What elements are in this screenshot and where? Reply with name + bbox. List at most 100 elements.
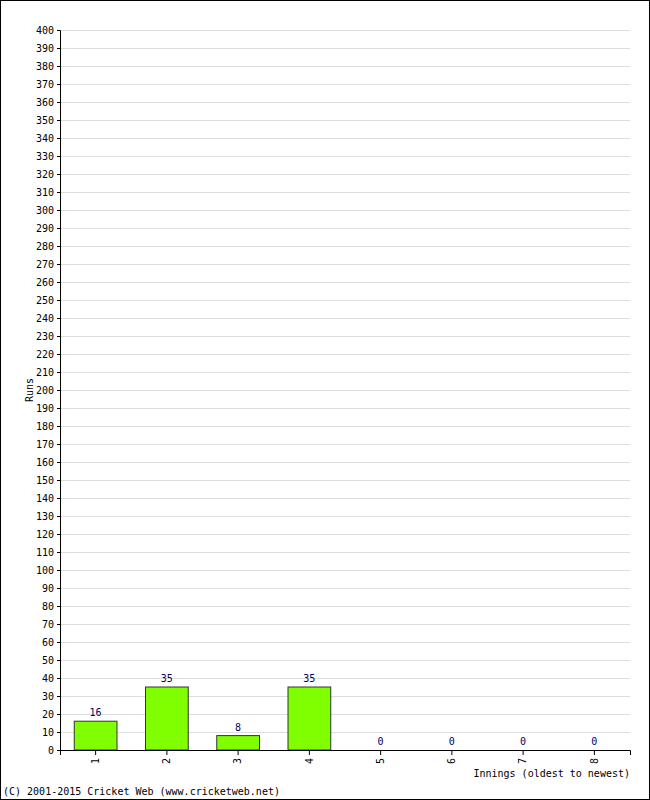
y-tick: 260 [36, 277, 60, 288]
y-tick: 370 [36, 79, 60, 90]
grid-line [60, 48, 630, 49]
y-tick: 140 [36, 493, 60, 504]
grid-line [60, 120, 630, 121]
grid-line [60, 408, 630, 409]
grid-line [60, 210, 630, 211]
x-tick: 4 [304, 750, 315, 764]
x-tick: 2 [161, 750, 172, 764]
x-tick-mark [523, 750, 524, 755]
y-tick-label: 170 [36, 439, 54, 450]
grid-line [60, 354, 630, 355]
y-tick-label: 310 [36, 187, 54, 198]
y-tick-mark [57, 408, 60, 409]
y-tick-label: 320 [36, 169, 54, 180]
grid-line [60, 660, 630, 661]
y-tick-label: 70 [42, 619, 54, 630]
y-axis-title: Runs [24, 378, 35, 402]
y-tick: 210 [36, 367, 60, 378]
data-label: 0 [449, 736, 455, 747]
grid-line [60, 156, 630, 157]
grid-line [60, 552, 630, 553]
x-tick: 3 [232, 750, 243, 764]
bar [502, 750, 545, 751]
bars [74, 687, 331, 750]
chart: 0102030405060708090100110120130140150160… [0, 0, 650, 800]
x-tick-mark [309, 750, 310, 755]
y-tick-mark [57, 318, 60, 319]
grid [60, 31, 630, 751]
bar [217, 736, 260, 750]
y-tick-label: 260 [36, 277, 54, 288]
y-tick: 0 [48, 745, 60, 756]
x-tick-label: 6 [446, 758, 457, 764]
y-tick-label: 200 [36, 385, 54, 396]
data-label: 16 [90, 707, 102, 718]
y-tick: 310 [36, 187, 60, 198]
y-tick-label: 300 [36, 205, 54, 216]
grid-line [60, 624, 630, 625]
y-tick-mark [57, 732, 60, 733]
y-tick: 50 [42, 655, 60, 666]
bar [288, 687, 331, 750]
y-tick: 250 [36, 295, 60, 306]
grid-line [60, 372, 630, 373]
grid-line [60, 102, 630, 103]
x-tick: 6 [446, 750, 457, 764]
y-tick-mark [57, 174, 60, 175]
y-tick: 330 [36, 151, 60, 162]
y-tick-mark [57, 588, 60, 589]
data-label: 8 [235, 722, 241, 733]
data-labels: 16358350000 [90, 673, 598, 747]
y-tick-label: 390 [36, 43, 54, 54]
grid-line [60, 426, 630, 427]
y-tick: 300 [36, 205, 60, 216]
y-tick-label: 50 [42, 655, 54, 666]
y-tick-label: 250 [36, 295, 54, 306]
x-tick: 8 [589, 750, 600, 764]
grid-line [60, 318, 630, 319]
y-tick-mark [57, 714, 60, 715]
y-axis: 0102030405060708090100110120130140150160… [36, 25, 61, 756]
y-tick-mark [57, 300, 60, 301]
y-tick-mark [57, 120, 60, 121]
x-tick-mark [166, 750, 167, 755]
y-tick: 270 [36, 259, 60, 270]
grid-line [60, 228, 630, 229]
y-tick-mark [57, 66, 60, 67]
y-tick-label: 370 [36, 79, 54, 90]
bar [573, 750, 616, 751]
y-tick-mark [57, 390, 60, 391]
y-tick-mark [57, 192, 60, 193]
y-tick: 190 [36, 403, 60, 414]
y-tick-label: 30 [42, 691, 54, 702]
y-tick: 100 [36, 565, 60, 576]
grid-line [60, 300, 630, 301]
y-tick: 290 [36, 223, 60, 234]
bar [74, 721, 117, 750]
y-tick: 220 [36, 349, 60, 360]
y-tick: 20 [42, 709, 60, 720]
y-tick: 360 [36, 97, 60, 108]
grid-line [60, 282, 630, 283]
y-tick-label: 360 [36, 97, 54, 108]
y-tick-label: 240 [36, 313, 54, 324]
annotation: (C) 2001-2015 Cricket Web (www.cricketwe… [3, 786, 280, 797]
bar [431, 750, 474, 751]
y-tick: 90 [42, 583, 60, 594]
grid-line [60, 642, 630, 643]
y-tick: 200 [36, 385, 60, 396]
y-tick: 70 [42, 619, 60, 630]
grid-line [60, 84, 630, 85]
x-tick-mark [380, 750, 381, 755]
y-tick-mark [57, 228, 60, 229]
y-tick: 230 [36, 331, 60, 342]
y-tick: 150 [36, 475, 60, 486]
y-tick-label: 220 [36, 349, 54, 360]
y-tick-mark [57, 570, 60, 571]
y-tick: 280 [36, 241, 60, 252]
bar [359, 750, 402, 751]
x-tick-label: 5 [375, 758, 386, 764]
y-tick-label: 330 [36, 151, 54, 162]
y-tick-label: 340 [36, 133, 54, 144]
grid-line [60, 462, 630, 463]
